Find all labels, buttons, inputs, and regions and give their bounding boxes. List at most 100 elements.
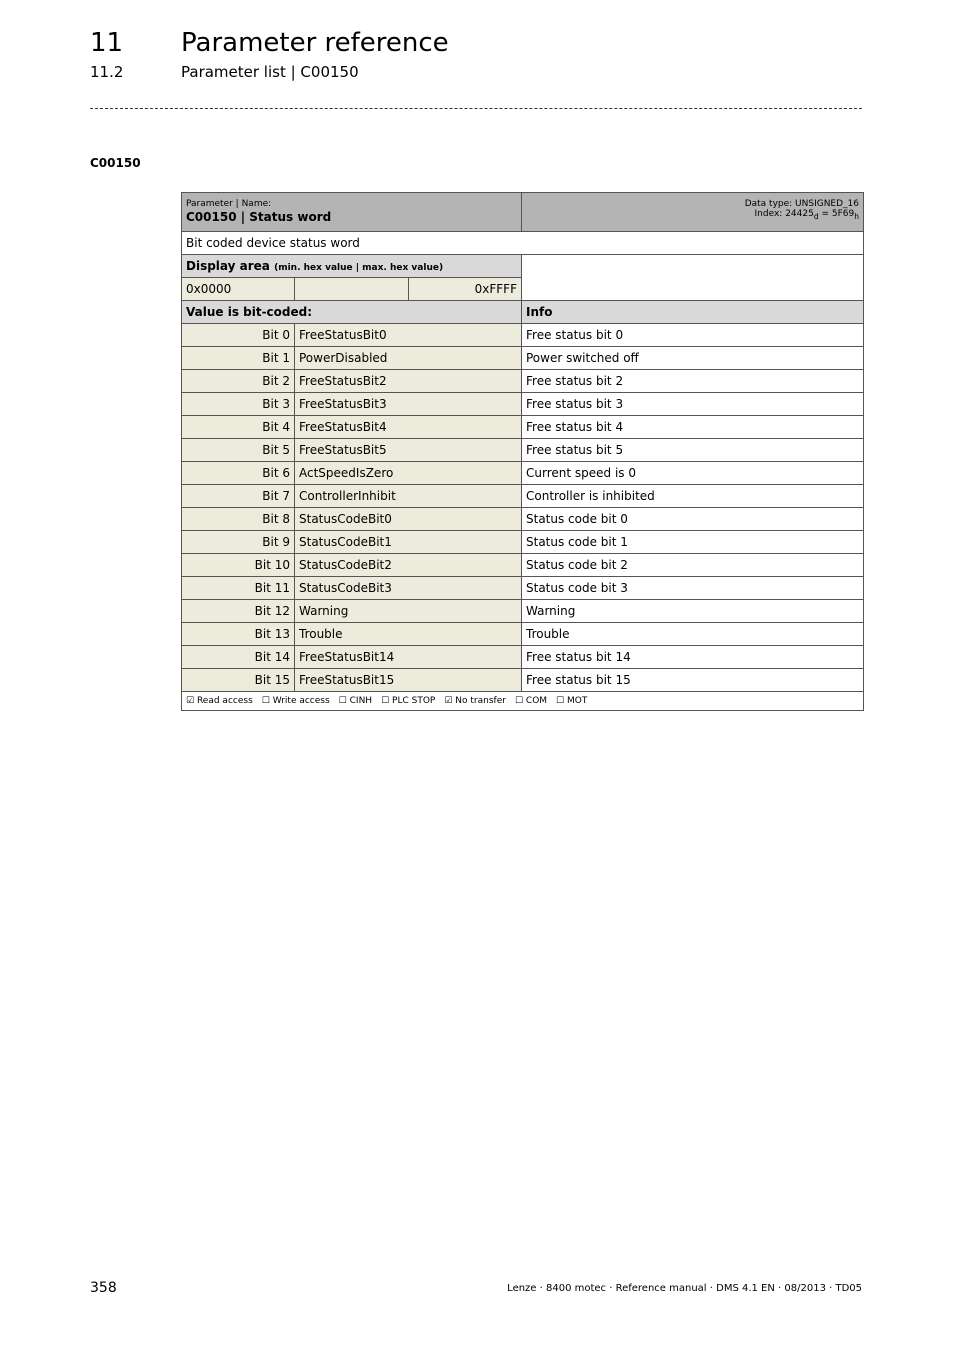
table-row: Bit 12 Warning Warning xyxy=(181,599,864,623)
bit-number: Bit 12 xyxy=(181,599,295,623)
access-flag: ☑ No transfer xyxy=(444,696,506,706)
chapter-number: 11 xyxy=(90,28,124,58)
table-row: Bit 4 FreeStatusBit4 Free status bit 4 xyxy=(181,415,864,439)
bits-header: Value is bit-coded: xyxy=(181,300,522,324)
table-row: Bit 8 StatusCodeBit0 Status code bit 0 xyxy=(181,507,864,531)
access-flag: ☐ MOT xyxy=(556,696,588,706)
table-row: Bit 9 StatusCodeBit1 Status code bit 1 xyxy=(181,530,864,554)
checkbox-checked-icon: ☑ xyxy=(186,696,195,706)
chapter-title: Parameter reference xyxy=(181,28,449,58)
parameter-table: Parameter | Name: C00150 | Status word Da… xyxy=(181,192,864,711)
table-row: Bit 10 StatusCodeBit2 Status code bit 2 xyxy=(181,553,864,577)
table-row: Bit 2 FreeStatusBit2 Free status bit 2 xyxy=(181,369,864,393)
display-min: 0x0000 xyxy=(181,277,295,301)
display-max: 0xFFFF xyxy=(408,277,522,301)
section-number: 11.2 xyxy=(90,63,124,81)
bit-info: Free status bit 0 xyxy=(521,323,864,347)
bit-info: Free status bit 2 xyxy=(521,369,864,393)
bit-name: StatusCodeBit0 xyxy=(294,507,522,531)
bit-number: Bit 15 xyxy=(181,668,295,692)
bit-info: Free status bit 14 xyxy=(521,645,864,669)
access-flag: ☐ PLC STOP xyxy=(381,696,436,706)
bit-number: Bit 4 xyxy=(181,415,295,439)
bit-number: Bit 3 xyxy=(181,392,295,416)
bit-name: FreeStatusBit5 xyxy=(294,438,522,462)
bit-name: Warning xyxy=(294,599,522,623)
checkbox-icon: ☐ xyxy=(556,696,565,706)
table-row: Bit 15 FreeStatusBit15 Free status bit 15 xyxy=(181,668,864,692)
bit-info: Warning xyxy=(521,599,864,623)
divider xyxy=(90,108,862,109)
bit-name: StatusCodeBit2 xyxy=(294,553,522,577)
bit-info: Free status bit 5 xyxy=(521,438,864,462)
bit-name: FreeStatusBit3 xyxy=(294,392,522,416)
bit-name: Trouble xyxy=(294,622,522,646)
bit-number: Bit 1 xyxy=(181,346,295,370)
param-label: Parameter | Name: xyxy=(186,199,272,209)
param-name: C00150 | Status word xyxy=(186,210,332,224)
bit-name: StatusCodeBit3 xyxy=(294,576,522,600)
checkbox-icon: ☐ xyxy=(514,696,524,706)
table-row: Bit 0 FreeStatusBit0 Free status bit 0 xyxy=(181,323,864,347)
table-row: Bit 14 FreeStatusBit14 Free status bit 14 xyxy=(181,645,864,669)
bit-name: PowerDisabled xyxy=(294,346,522,370)
bit-info: Trouble xyxy=(521,622,864,646)
checkbox-icon: ☐ xyxy=(338,696,347,706)
bit-info: Status code bit 1 xyxy=(521,530,864,554)
parameter-heading: C00150 xyxy=(90,156,141,170)
page-number: 358 xyxy=(90,1280,117,1296)
table-header-row: Parameter | Name: C00150 | Status word Da… xyxy=(181,192,864,232)
bit-name: FreeStatusBit0 xyxy=(294,323,522,347)
data-type: Data type: UNSIGNED_16 xyxy=(744,199,859,209)
bit-info: Free status bit 15 xyxy=(521,668,864,692)
checkbox-icon: ☐ xyxy=(261,696,270,706)
table-row: Bit 5 FreeStatusBit5 Free status bit 5 xyxy=(181,438,864,462)
bit-info: Controller is inhibited xyxy=(521,484,864,508)
bit-info: Current speed is 0 xyxy=(521,461,864,485)
checkbox-checked-icon: ☑ xyxy=(444,696,453,706)
table-row: Bit 13 Trouble Trouble xyxy=(181,622,864,646)
bit-info: Status code bit 0 xyxy=(521,507,864,531)
bit-info: Power switched off xyxy=(521,346,864,370)
bit-name: FreeStatusBit15 xyxy=(294,668,522,692)
bit-number: Bit 13 xyxy=(181,622,295,646)
bit-number: Bit 0 xyxy=(181,323,295,347)
bit-info: Status code bit 3 xyxy=(521,576,864,600)
table-row: Bit 11 StatusCodeBit3 Status code bit 3 xyxy=(181,576,864,600)
doc-info: Lenze · 8400 motec · Reference manual · … xyxy=(507,1283,862,1294)
access-flag: ☐ Write access xyxy=(261,696,330,706)
table-row: Bit 7 ControllerInhibit Controller is inhi… xyxy=(181,484,864,508)
info-header: Info xyxy=(521,300,864,324)
bit-number: Bit 7 xyxy=(181,484,295,508)
bit-name: FreeStatusBit2 xyxy=(294,369,522,393)
bit-info: Free status bit 4 xyxy=(521,415,864,439)
access-flag: ☑ Read access xyxy=(186,696,253,706)
display-area-label: Display area (min. hex value | max. hex … xyxy=(181,254,522,278)
table-row: Bit 3 FreeStatusBit3 Free status bit 3 xyxy=(181,392,864,416)
bit-number: Bit 14 xyxy=(181,645,295,669)
access-flags: ☑ Read access ☐ Write access ☐ CINH ☐ PLC S… xyxy=(181,691,864,711)
table-row: Bit 6 ActSpeedIsZero Current speed is 0 xyxy=(181,461,864,485)
bit-number: Bit 9 xyxy=(181,530,295,554)
checkbox-icon: ☐ xyxy=(381,696,390,706)
bit-name: FreeStatusBit4 xyxy=(294,415,522,439)
section-title: Parameter list | C00150 xyxy=(181,63,359,81)
bit-name: FreeStatusBit14 xyxy=(294,645,522,669)
table-row: Bit 1 PowerDisabled Power switched off xyxy=(181,346,864,370)
index: Index: 24425d = 5F69h xyxy=(754,209,859,221)
bit-number: Bit 10 xyxy=(181,553,295,577)
access-flag: ☐ COM xyxy=(514,696,548,706)
bit-info: Free status bit 3 xyxy=(521,392,864,416)
bit-number: Bit 6 xyxy=(181,461,295,485)
bit-number: Bit 2 xyxy=(181,369,295,393)
bit-number: Bit 8 xyxy=(181,507,295,531)
bit-name: ControllerInhibit xyxy=(294,484,522,508)
access-flag: ☐ CINH xyxy=(338,696,373,706)
bit-name: StatusCodeBit1 xyxy=(294,530,522,554)
bit-info: Status code bit 2 xyxy=(521,553,864,577)
description: Bit coded device status word xyxy=(181,231,864,255)
bit-number: Bit 11 xyxy=(181,576,295,600)
bit-name: ActSpeedIsZero xyxy=(294,461,522,485)
bit-number: Bit 5 xyxy=(181,438,295,462)
